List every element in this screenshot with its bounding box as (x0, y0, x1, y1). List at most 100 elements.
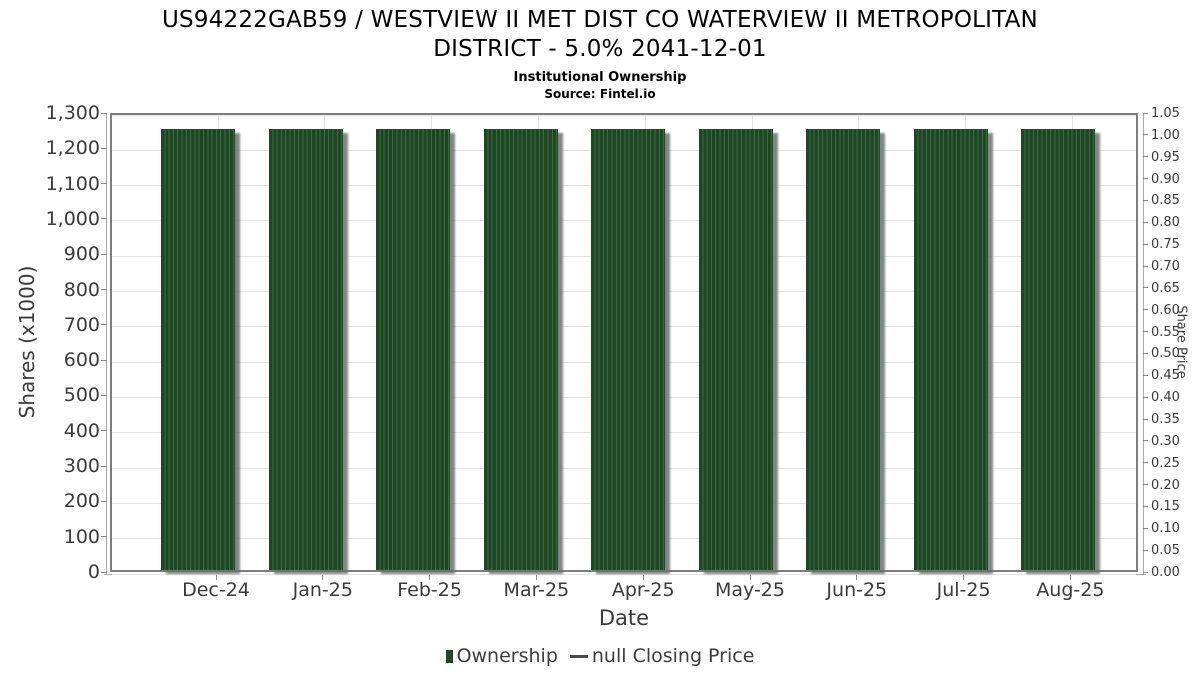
left-axis-tick-label: 600 (63, 349, 100, 372)
x-axis-tick (215, 574, 217, 580)
legend: Ownership null Closing Price (0, 645, 1200, 667)
x-axis-tick (1069, 574, 1071, 580)
right-axis-tick-label: 0.00 (1151, 565, 1180, 580)
right-axis-tick-label: 0.45 (1151, 368, 1180, 384)
x-axis-tick-label: Dec-24 (182, 579, 250, 601)
right-axis-tick-label: 0.10 (1151, 521, 1180, 537)
left-axis-tick-label: 0 (87, 561, 100, 583)
right-axis-tick-label: 0.55 (1151, 324, 1180, 340)
left-axis-tick-label: 800 (63, 278, 100, 301)
ownership-bar (806, 128, 880, 570)
right-axis-tick (1143, 505, 1148, 507)
left-axis-spine (106, 113, 107, 575)
legend-label-closing-price: null Closing Price (591, 645, 755, 667)
right-axis-tick (1143, 156, 1148, 158)
bottom-axis-spine (104, 574, 1146, 575)
price-line-marker-icon (569, 654, 588, 658)
right-axis-tick (1143, 571, 1148, 573)
ownership-bar (591, 128, 665, 570)
chart-source: Source: Fintel.io (544, 87, 656, 101)
ownership-bar (913, 128, 988, 570)
ownership-bar (698, 128, 773, 570)
right-axis-tick-label: 0.05 (1151, 543, 1180, 559)
x-axis-tick (963, 574, 965, 580)
left-axis-tick (101, 253, 107, 255)
left-axis-tick (101, 147, 107, 149)
left-axis-tick (101, 289, 107, 291)
ownership-bar (268, 128, 343, 570)
right-axis-tick (1143, 331, 1148, 333)
right-axis-tick-label: 0.90 (1151, 171, 1180, 187)
right-axis-tick-label: 0.95 (1151, 149, 1180, 165)
left-axis-tick-label: 400 (63, 419, 100, 442)
right-axis-tick (1143, 396, 1148, 398)
left-axis-tick (101, 183, 107, 185)
left-axis-tick (101, 430, 107, 432)
right-axis-tick-label: 0.40 (1151, 390, 1180, 406)
left-axis-tick-label: 700 (63, 313, 100, 336)
x-axis-tick (322, 574, 324, 580)
legend-item-ownership: Ownership (445, 645, 558, 667)
left-axis-tick (101, 465, 107, 467)
x-axis-tick-label: Jun-25 (826, 579, 888, 601)
right-axis-tick-label: 0.25 (1151, 455, 1180, 471)
right-axis-tick (1143, 134, 1148, 136)
right-axis-tick (1143, 112, 1148, 114)
right-axis-tick-label: 0.70 (1151, 259, 1180, 274)
ownership-bar (483, 128, 558, 570)
chart-title-line2: DISTRICT - 5.0% 2041-12-01 (433, 36, 767, 62)
h-gridline (112, 114, 1136, 116)
right-axis-tick (1143, 178, 1148, 180)
left-axis-tick (101, 112, 107, 114)
left-axis-tick-label: 500 (63, 384, 100, 407)
right-axis-tick (1143, 309, 1148, 311)
right-axis-tick-label: 1.05 (1151, 106, 1180, 121)
right-axis-tick-label: 0.20 (1151, 477, 1180, 493)
right-axis-tick-label: 0.60 (1151, 302, 1180, 318)
right-axis-tick-label: 0.75 (1151, 237, 1180, 253)
right-axis-tick-label: 1.00 (1151, 127, 1180, 143)
x-axis-tick (429, 574, 431, 580)
right-axis-tick-label: 0.65 (1151, 280, 1180, 296)
right-axis-tick-label: 0.35 (1151, 412, 1180, 427)
left-axis-tick (101, 536, 107, 538)
x-axis-tick-label: Apr-25 (611, 579, 675, 601)
left-axis-tick-label: 1,200 (45, 137, 100, 160)
right-axis-tick (1143, 221, 1148, 223)
right-axis-tick-label: 0.50 (1151, 346, 1180, 362)
title-block: US94222GAB59 / WESTVIEW II MET DIST CO W… (0, 6, 1200, 101)
right-axis-tick (1143, 243, 1148, 245)
x-axis-tick-label: Aug-25 (1036, 579, 1105, 601)
x-axis-tick (535, 574, 537, 580)
right-axis-tick (1143, 418, 1148, 420)
right-axis-tick (1143, 527, 1148, 529)
x-axis-tick-label: Jul-25 (936, 579, 991, 601)
right-axis-tick (1143, 440, 1148, 442)
right-axis-tick (1143, 265, 1148, 267)
left-axis-tick (101, 324, 107, 326)
left-axis-tick (101, 218, 107, 220)
left-axis-tick-label: 100 (63, 525, 100, 548)
legend-label-ownership: Ownership (456, 645, 558, 667)
right-axis-tick (1143, 484, 1148, 486)
x-axis-tick (749, 574, 751, 580)
left-axis-tick-label: 900 (63, 243, 100, 266)
x-axis-tick (642, 574, 644, 580)
chart-subtitle: Institutional Ownership (513, 70, 687, 85)
legend-item-closing-price: null Closing Price (569, 645, 755, 667)
right-axis-tick (1143, 287, 1148, 289)
x-axis-tick-label: Feb-25 (397, 579, 462, 601)
x-axis-tick-label: Jan-25 (292, 579, 353, 601)
left-axis-tick-label: 200 (63, 490, 100, 513)
x-axis-tick-label: May-25 (715, 579, 785, 601)
left-axis-tick-label: 1,000 (45, 207, 100, 230)
right-axis-tick-label: 0.30 (1151, 433, 1180, 449)
x-axis-tick-label: Mar-25 (503, 579, 570, 601)
right-axis-tick (1143, 199, 1148, 201)
left-axis-tick-label: 1,300 (45, 102, 100, 124)
left-axis-tick (101, 500, 107, 502)
ownership-bar (161, 128, 235, 570)
left-axis-tick-label: 1,100 (45, 172, 100, 195)
right-axis-spine (1143, 113, 1144, 575)
